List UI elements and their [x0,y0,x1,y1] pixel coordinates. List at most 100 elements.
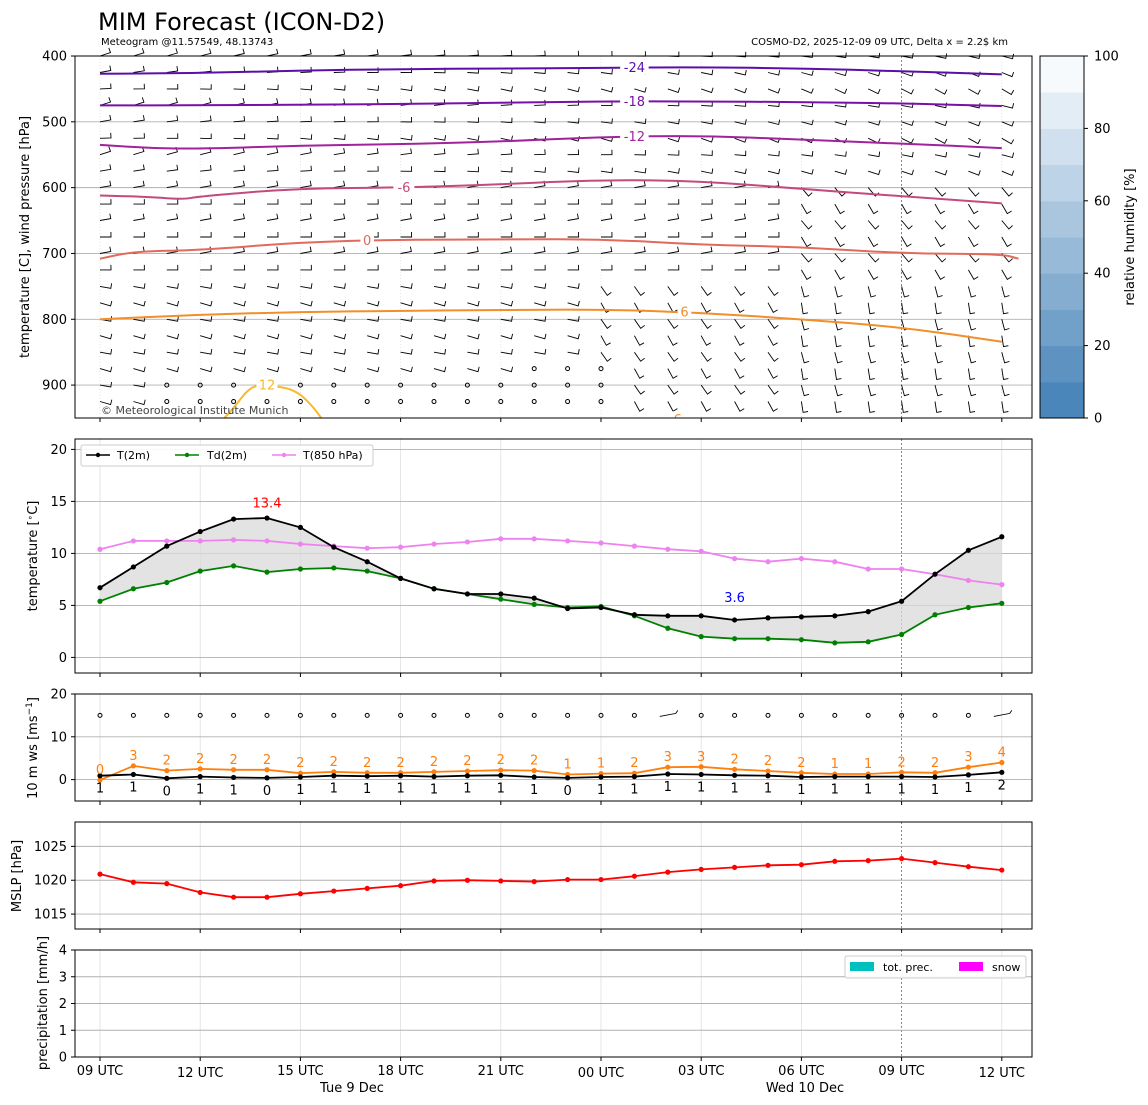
wind-barb [901,71,914,77]
wind-barb [567,167,580,174]
wind-barb [166,366,180,373]
wind-barb [467,231,479,238]
wind-speed-point [865,774,871,780]
wind-barb [133,399,146,406]
calm-wind-marker [598,366,604,372]
wind-barb [701,199,713,205]
wind-barb [200,213,212,221]
colorbar-tick-label: 20 [1094,339,1111,354]
wind-barb [667,335,678,346]
wind-barb [166,83,179,90]
gust-value-label: 2 [196,752,204,767]
legend-snow-label: snow [992,961,1020,974]
wind-speed-point [164,775,170,781]
wind-speed-point [97,773,103,779]
t850-point [965,577,972,584]
temperature-panel-frame [74,438,1033,674]
t2m-point [965,547,972,553]
wind-barb [667,199,680,205]
wind-barb [801,119,814,126]
wind-barb [800,319,810,331]
wind-barb [200,115,212,123]
t2m-point [531,595,537,601]
wind-barb [400,231,413,238]
t850-point [464,539,470,545]
isotherm-line [100,100,1002,107]
wind-barb [600,213,613,221]
y-tick-label: 1020 [34,874,67,889]
wind-barb [367,148,379,156]
calm-wind-marker [531,399,537,405]
wind-barb [367,134,380,141]
wind-barb [834,253,846,263]
precip-legend: tot. prec. snow [844,955,1027,979]
isotherm-contours: -24 -18 -12 -6 0 6 12 6 [99,59,1019,418]
gust-point [297,770,303,776]
wind-barb [600,180,613,189]
wind-barb [800,352,810,364]
wind-barb [500,68,513,74]
wind-barb [768,199,780,205]
wind-barb [400,199,413,205]
colorbar-band [1040,345,1084,383]
wind-barb [266,48,279,57]
wind-barb [367,116,379,123]
gust-value-label: 2 [764,754,772,769]
wind-barb [99,146,112,156]
wind-barb [433,333,447,340]
wind-barb [333,349,346,355]
wind-barb [534,86,547,93]
t2m-point [97,585,103,591]
wind-barb [834,352,843,364]
wind-barb [534,68,546,74]
time-tick-label: 12 UTC [979,1066,1025,1081]
wind-barb [300,147,312,156]
t850-point [798,556,805,562]
y-tick-label: 4 [59,944,67,959]
wind-barb [634,118,647,125]
mslp-point [331,888,337,894]
t850-point [598,540,604,546]
t850-point [231,537,237,543]
wind-barb [567,333,580,340]
colorbar-tick-label: 0 [1094,412,1102,427]
pressure-panel: -24 -18 -12 -6 0 6 12 6 400 500 600 700 800 900 © Me… [18,47,1033,422]
y-tick-label: 15 [50,495,67,510]
wind-barb [967,401,976,413]
y-tick-label: 20 [50,443,67,458]
wind-barb [433,148,446,156]
wind-barb [467,166,479,173]
time-tick-label: 06 UTC [778,1064,824,1079]
gust-value-label: 2 [530,754,538,769]
wind-barb [767,286,779,297]
wind-barb [967,286,977,298]
wind-barb [567,86,580,93]
wind-barb [267,231,279,238]
wind-barb [1001,121,1015,127]
colorbar-tick-label: 100 [1094,50,1119,65]
calm-wind-marker [631,712,637,718]
wind-barb [133,164,145,172]
isotherm-line [99,308,1002,343]
ws-value-label: 0 [563,784,571,799]
wind-barb [867,352,876,364]
wind-barb [133,133,145,139]
wind-barb [500,366,514,373]
wind-barb [534,333,547,340]
mslp-point [531,878,537,885]
y-tick-label: 20 [50,688,67,703]
wind-barb [700,384,712,395]
wind-barb [300,134,313,140]
wind-barb [166,133,179,139]
calm-wind-marker [899,712,905,718]
wind-barb [567,68,580,75]
wind-barb [734,213,746,221]
wind-barb [634,401,645,412]
wind-barb [233,48,245,57]
legend-td2m-label: Td(2m) [206,449,247,462]
wind-barb [166,48,178,57]
wind-barb [433,49,446,57]
mslp-point [598,876,604,883]
wind-barb [901,120,914,126]
wind-barb [700,319,712,329]
